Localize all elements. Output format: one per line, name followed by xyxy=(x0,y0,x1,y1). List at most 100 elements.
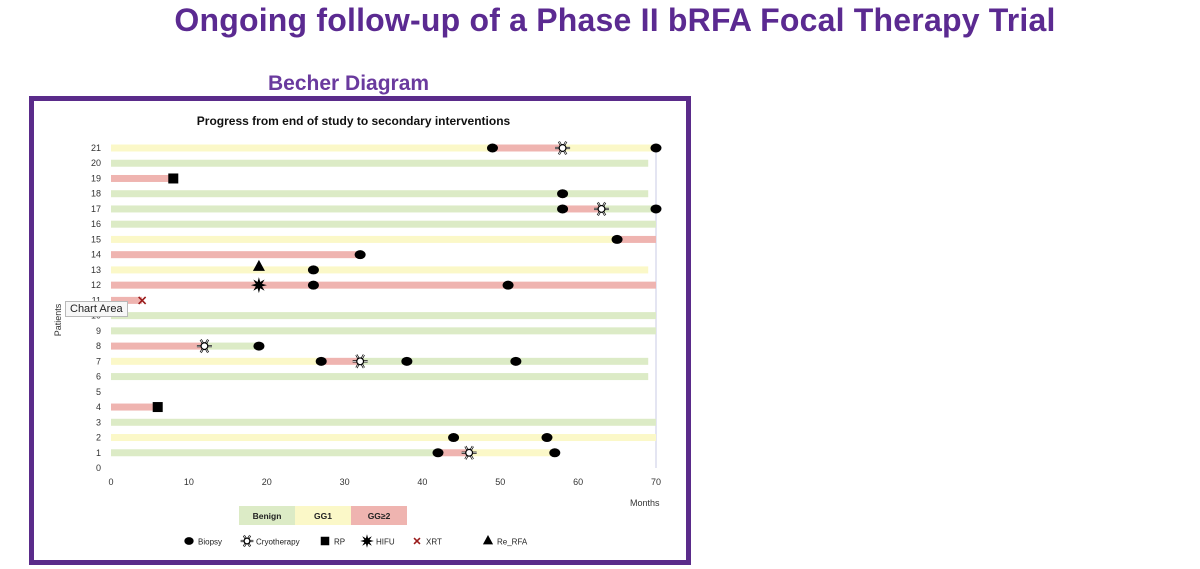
biopsy-dot xyxy=(307,280,319,290)
biopsy-dot xyxy=(557,204,569,214)
event-marker-biopsy xyxy=(307,265,319,275)
event-marker-biopsy xyxy=(354,250,366,260)
y-tick-label: 7 xyxy=(96,356,101,366)
hifu-star xyxy=(250,277,267,294)
biopsy-dot xyxy=(502,280,514,290)
rp-square xyxy=(320,536,330,546)
cryo-core xyxy=(465,448,474,457)
y-tick-label: 3 xyxy=(96,417,101,427)
event-marker-biopsy xyxy=(448,433,460,443)
y-tick-label: 13 xyxy=(91,265,101,275)
event-marker-hifu xyxy=(250,277,267,294)
biopsy-dot xyxy=(184,537,194,545)
legend-marker-label-biopsy: Biopsy xyxy=(198,538,222,547)
re-rfa-triangle xyxy=(482,535,494,545)
becher-chart[interactable]: Progress from end of study to secondary … xyxy=(34,101,686,560)
bar-segment-benign xyxy=(601,205,656,213)
slide-title: Ongoing follow-up of a Phase II bRFA Foc… xyxy=(174,2,1056,38)
event-marker-biopsy xyxy=(432,448,444,458)
event-marker-cryo xyxy=(461,445,477,460)
legend-label-gg1: GG1 xyxy=(314,511,332,521)
bar-segment-gg2 xyxy=(438,449,470,457)
xrt-stroke xyxy=(413,537,421,545)
bar-segment-benign xyxy=(111,449,438,457)
y-tick-label: 4 xyxy=(96,402,101,412)
biopsy-dot xyxy=(487,143,498,153)
bar-segment-benign xyxy=(111,418,656,426)
event-marker-biopsy xyxy=(487,143,498,153)
bar-segment-gg2 xyxy=(111,342,205,350)
biopsy-dot xyxy=(557,189,569,199)
re-rfa-triangle xyxy=(252,259,265,271)
cryo-core xyxy=(558,144,567,152)
legend-label-benign: Benign xyxy=(253,511,282,521)
event-marker-biopsy xyxy=(650,204,662,214)
event-marker-biopsy xyxy=(557,204,569,214)
event-marker-cryo xyxy=(594,201,609,216)
bar-segment-benign xyxy=(111,190,649,198)
bar-segment-gg1 xyxy=(111,235,618,243)
bar-segment-gg1 xyxy=(469,449,555,457)
chart-frame[interactable]: Progress from end of study to secondary … xyxy=(29,96,691,565)
biopsy-dot xyxy=(253,341,265,351)
event-marker-biopsy xyxy=(510,356,522,366)
chart-area-tooltip: Chart Area xyxy=(65,301,128,317)
bar-segment-gg1 xyxy=(111,357,322,365)
biopsy-dot xyxy=(510,356,522,366)
bar-segment-benign xyxy=(111,220,656,228)
event-marker-rp xyxy=(152,402,163,413)
biopsy-dot xyxy=(354,250,366,260)
bar-segment-gg2 xyxy=(562,205,602,213)
rp-square xyxy=(168,173,179,184)
y-tick-label: 5 xyxy=(96,387,101,397)
biopsy-dot xyxy=(650,204,662,214)
legend-marker-cryo xyxy=(240,534,254,548)
event-marker-biopsy xyxy=(557,189,569,199)
x-tick-label: 30 xyxy=(340,477,350,487)
event-marker-biopsy xyxy=(502,280,514,290)
legend-marker-re_rfa xyxy=(482,535,494,545)
event-marker-rp xyxy=(168,173,179,184)
x-tick-label: 40 xyxy=(417,477,427,487)
y-tick-label: 0 xyxy=(96,463,101,473)
y-tick-label: 9 xyxy=(96,326,101,336)
x-tick-label: 0 xyxy=(108,477,113,487)
biopsy-dot xyxy=(541,433,553,443)
chart-title: Progress from end of study to secondary … xyxy=(197,114,511,128)
x-tick-label: 60 xyxy=(573,477,583,487)
bar-segment-benign xyxy=(111,327,656,335)
legend-label-gg2: GG≥2 xyxy=(368,511,391,521)
legend-swatch-gg2 xyxy=(351,506,407,525)
legend-marker-label-re_rfa: Re_RFA xyxy=(497,538,528,547)
legend-marker-biopsy xyxy=(184,537,194,545)
legend-swatch-gg1 xyxy=(295,506,351,525)
bar-segment-gg1 xyxy=(111,266,649,274)
y-tick-label: 15 xyxy=(91,234,101,244)
y-tick-label: 19 xyxy=(91,173,101,183)
hifu-star xyxy=(360,534,374,548)
event-marker-biopsy xyxy=(315,356,327,366)
biopsy-dot xyxy=(401,356,413,366)
y-tick-label: 8 xyxy=(96,341,101,351)
x-tick-label: 50 xyxy=(495,477,505,487)
bar-segment-benign xyxy=(111,312,656,320)
y-tick-label: 14 xyxy=(91,250,101,260)
legend-marker-label-xrt: XRT xyxy=(426,538,442,547)
legend-marker-label-cryo: Cryotherapy xyxy=(256,538,300,547)
y-tick-label: 18 xyxy=(91,189,101,199)
event-marker-biopsy xyxy=(549,448,561,458)
event-marker-biopsy xyxy=(253,341,265,351)
biopsy-dot xyxy=(315,356,327,366)
bar-segment-benign xyxy=(360,357,649,365)
event-marker-biopsy xyxy=(307,280,319,290)
event-marker-biopsy xyxy=(650,143,662,153)
y-tick-label: 1 xyxy=(96,448,101,458)
y-tick-label: 12 xyxy=(91,280,101,290)
bar-segment-gg2 xyxy=(617,235,656,243)
y-tick-label: 17 xyxy=(91,204,101,214)
bar-segment-gg1 xyxy=(111,144,493,152)
bar-segment-gg2 xyxy=(321,357,361,365)
y-tick-label: 2 xyxy=(96,433,101,443)
event-marker-cryo xyxy=(555,140,571,156)
cryo-core xyxy=(200,342,209,351)
